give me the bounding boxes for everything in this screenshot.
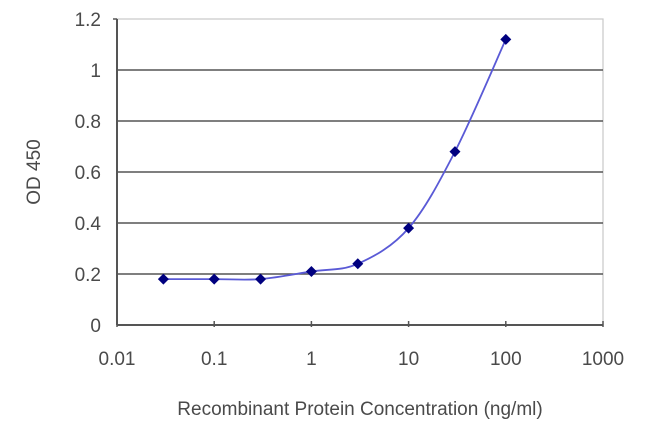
y-tick-label: 0.2 bbox=[75, 265, 101, 286]
data-series bbox=[157, 33, 512, 285]
data-point-diamond-marker bbox=[352, 258, 364, 270]
x-tick-label: 10 bbox=[398, 349, 419, 370]
data-point-diamond-marker bbox=[208, 273, 220, 285]
y-tick-label: 0.8 bbox=[75, 112, 101, 133]
x-tick-label: 0.1 bbox=[201, 349, 227, 370]
x-tick-label: 1000 bbox=[582, 349, 624, 370]
x-axis-tick-labels: 0.01 0.1 1 10 100 1000 bbox=[99, 349, 625, 370]
x-axis-title: Recombinant Protein Concentration (ng/ml… bbox=[177, 399, 542, 420]
gridlines bbox=[117, 69, 603, 275]
data-point-diamond-marker bbox=[403, 222, 415, 234]
y-axis-title: OD 450 bbox=[24, 139, 45, 204]
data-point-diamond-marker bbox=[305, 265, 317, 277]
x-tick-label: 100 bbox=[490, 349, 522, 370]
y-tick-label: 0.4 bbox=[75, 214, 102, 235]
data-point-diamond-marker bbox=[157, 273, 169, 285]
y-tick-label: 1.2 bbox=[75, 10, 101, 31]
x-tick-label: 1 bbox=[306, 349, 317, 370]
y-tick-label: 1 bbox=[90, 61, 101, 82]
data-point-diamond-marker bbox=[255, 273, 267, 285]
data-point-diamond-marker bbox=[500, 33, 512, 45]
data-point-diamond-marker bbox=[449, 146, 461, 158]
y-tick-label: 0 bbox=[90, 316, 101, 337]
x-tick-label: 0.01 bbox=[99, 349, 136, 370]
y-axis-tick-labels: 0 0.2 0.4 0.6 0.8 1 1.2 bbox=[75, 10, 102, 337]
axes bbox=[113, 18, 604, 327]
y-tick-label: 0.6 bbox=[75, 163, 101, 184]
